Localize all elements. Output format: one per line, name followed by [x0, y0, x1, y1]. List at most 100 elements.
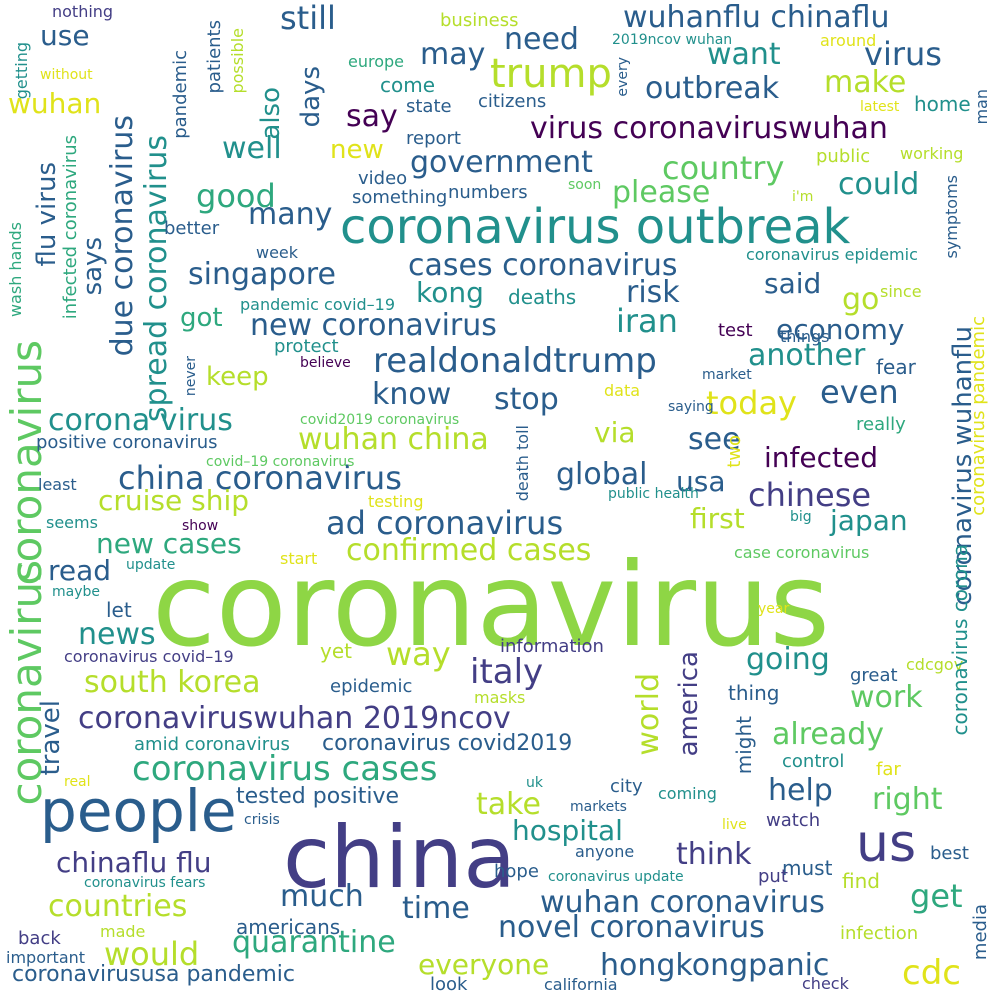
- word-first: first: [690, 502, 745, 535]
- word-right: right: [872, 782, 943, 817]
- word-much: much: [280, 879, 364, 914]
- word-watch: watch: [766, 810, 821, 831]
- word-information: information: [500, 636, 604, 657]
- word-every: every: [615, 57, 631, 97]
- word-news: news: [78, 617, 156, 652]
- word-check: check: [802, 974, 849, 993]
- word-got: got: [180, 303, 223, 333]
- word-take: take: [476, 787, 541, 822]
- word-us: us: [856, 814, 917, 874]
- word-think: think: [676, 837, 752, 872]
- word-know: know: [372, 377, 452, 412]
- word-death-toll: death toll: [513, 425, 532, 502]
- word-singapore: singapore: [188, 257, 336, 292]
- word-epidemic: epidemic: [330, 676, 413, 697]
- word-another: another: [748, 338, 866, 373]
- word-already: already: [772, 717, 885, 752]
- word-says: says: [78, 237, 108, 296]
- word-masks: masks: [474, 688, 526, 707]
- word-time: time: [402, 891, 470, 926]
- word-kong: kong: [416, 276, 484, 309]
- word-infection: infection: [840, 923, 919, 944]
- word-show: show: [182, 518, 219, 534]
- word-new-coronavirus: new coronavirus: [250, 308, 497, 343]
- word-virus: virus: [864, 35, 942, 73]
- word-quarantine: quarantine: [232, 925, 396, 960]
- word-need: need: [504, 22, 579, 57]
- word-china-coronavirus: china coronavirus: [118, 459, 402, 497]
- word-wuhanflu-chinaflu: wuhanflu chinaflu: [623, 0, 890, 35]
- word-still: still: [280, 0, 336, 37]
- word-government: government: [410, 145, 593, 180]
- word-please: please: [612, 175, 711, 210]
- word-back: back: [18, 928, 61, 949]
- word-read: read: [48, 554, 112, 587]
- word-good: good: [196, 177, 276, 215]
- word-infected: infected: [764, 441, 878, 474]
- word-cdcgov: cdcgov: [906, 655, 964, 674]
- word-look: look: [430, 974, 468, 995]
- word-flu-virus: flu virus: [32, 162, 62, 267]
- word-chinaflu-flu: chinaflu flu: [56, 846, 212, 879]
- word-find: find: [842, 869, 880, 893]
- word-chinese: chinese: [748, 476, 872, 514]
- word-via: via: [594, 416, 636, 449]
- word-help: help: [768, 773, 833, 808]
- word-least: least: [38, 475, 77, 494]
- word-world: world: [631, 673, 666, 756]
- word-covid2019-coronavirus: covid2019 coronavirus: [300, 412, 460, 428]
- word-tested-positive: tested positive: [236, 784, 400, 809]
- word-hope: hope: [494, 861, 539, 882]
- word-great: great: [850, 665, 898, 686]
- word-around: around: [820, 31, 877, 50]
- word-control: control: [782, 751, 845, 772]
- word-california: california: [544, 975, 618, 994]
- word-numbers: numbers: [448, 182, 528, 203]
- word-want: want: [707, 37, 781, 72]
- word-update: update: [126, 557, 176, 573]
- word-two: two: [724, 435, 745, 468]
- word-amid-coronavirus: amid coronavirus: [134, 734, 290, 755]
- word-anyone: anyone: [575, 842, 635, 861]
- word-might: might: [732, 716, 756, 775]
- word-must: must: [782, 856, 833, 880]
- word-keep: keep: [206, 362, 269, 392]
- word-2019ncov-wuhan: 2019ncov wuhan: [612, 32, 733, 48]
- word-confirmed-cases: confirmed cases: [346, 533, 592, 568]
- word-maybe: maybe: [52, 584, 101, 600]
- word-coronaviruswuhan-2019ncov: coronaviruswuhan 2019ncov: [78, 701, 511, 736]
- word-europe: europe: [348, 52, 404, 71]
- word-everyone: everyone: [418, 948, 550, 981]
- word-see: see: [688, 422, 741, 457]
- word-may: may: [420, 37, 486, 72]
- word-coronavirus-pandemic: coronavirus pandemic: [968, 316, 989, 516]
- word-market: market: [702, 367, 752, 383]
- word-country: country: [662, 149, 785, 187]
- word-due-coronavirus: due coronavirus: [105, 115, 140, 357]
- word-things: things: [780, 327, 830, 346]
- word-positive-coronavirus: positive coronavirus: [36, 432, 218, 453]
- word-travel: travel: [36, 700, 66, 776]
- word-yet: yet: [320, 639, 352, 663]
- word-infected-coronavirus: infected coronavirus: [60, 135, 81, 320]
- word-south-korea: south korea: [84, 665, 261, 700]
- word-america: america: [674, 651, 704, 757]
- word-coronavirususa-pandemic: coronavirususa pandemic: [12, 962, 295, 987]
- word-live: live: [722, 817, 747, 833]
- word-coronavirus-covid2019: coronavirus covid2019: [322, 731, 573, 756]
- word-make: make: [824, 65, 907, 100]
- word-state: state: [406, 96, 452, 117]
- word-city: city: [610, 776, 643, 797]
- word-today: today: [706, 384, 797, 422]
- word-since: since: [880, 282, 922, 301]
- word-covid-19-coronavirus: covid–19 coronavirus: [206, 454, 355, 470]
- word-hospital: hospital: [512, 814, 623, 847]
- word-protect: protect: [274, 336, 339, 357]
- word-wash-hands: wash hands: [6, 222, 25, 318]
- word-new: new: [330, 135, 384, 165]
- word-media: media: [970, 904, 991, 961]
- word-test: test: [718, 320, 753, 341]
- word-big: big: [790, 509, 812, 525]
- word-people: people: [40, 777, 237, 845]
